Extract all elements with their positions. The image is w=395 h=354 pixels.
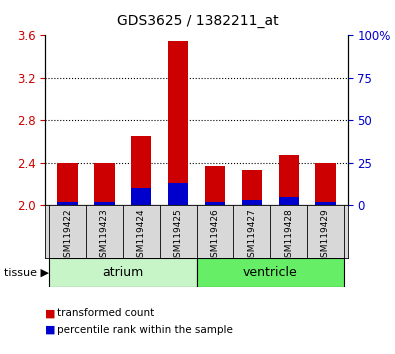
Bar — [57, 163, 78, 205]
Bar — [131, 188, 151, 205]
Bar — [242, 170, 262, 205]
Text: percentile rank within the sample: percentile rank within the sample — [57, 325, 233, 335]
Bar — [49, 258, 197, 287]
Bar — [57, 202, 78, 205]
Text: GSM119423: GSM119423 — [100, 208, 109, 263]
Bar — [168, 183, 188, 205]
Text: ventricle: ventricle — [243, 266, 297, 279]
Text: GSM119429: GSM119429 — [321, 208, 330, 263]
Text: GSM119427: GSM119427 — [247, 208, 256, 263]
Bar — [94, 202, 115, 205]
Text: ■: ■ — [45, 308, 56, 318]
Text: GSM119425: GSM119425 — [173, 208, 182, 263]
Bar — [197, 258, 344, 287]
Text: GSM119424: GSM119424 — [137, 208, 146, 263]
Text: tissue ▶: tissue ▶ — [4, 268, 49, 278]
Bar — [315, 202, 336, 205]
Bar — [94, 163, 115, 205]
Bar — [242, 200, 262, 205]
Text: ■: ■ — [45, 325, 56, 335]
Text: transformed count: transformed count — [57, 308, 154, 318]
Bar — [131, 136, 151, 205]
Bar — [278, 197, 299, 205]
Text: GSM119426: GSM119426 — [211, 208, 220, 263]
Bar — [205, 202, 225, 205]
Text: GSM119422: GSM119422 — [63, 208, 72, 263]
Bar — [315, 163, 336, 205]
Bar — [278, 155, 299, 205]
Bar — [205, 166, 225, 205]
Text: atrium: atrium — [102, 266, 143, 279]
Text: GSM119428: GSM119428 — [284, 208, 293, 263]
Bar — [168, 41, 188, 205]
Text: GDS3625 / 1382211_at: GDS3625 / 1382211_at — [117, 14, 278, 28]
